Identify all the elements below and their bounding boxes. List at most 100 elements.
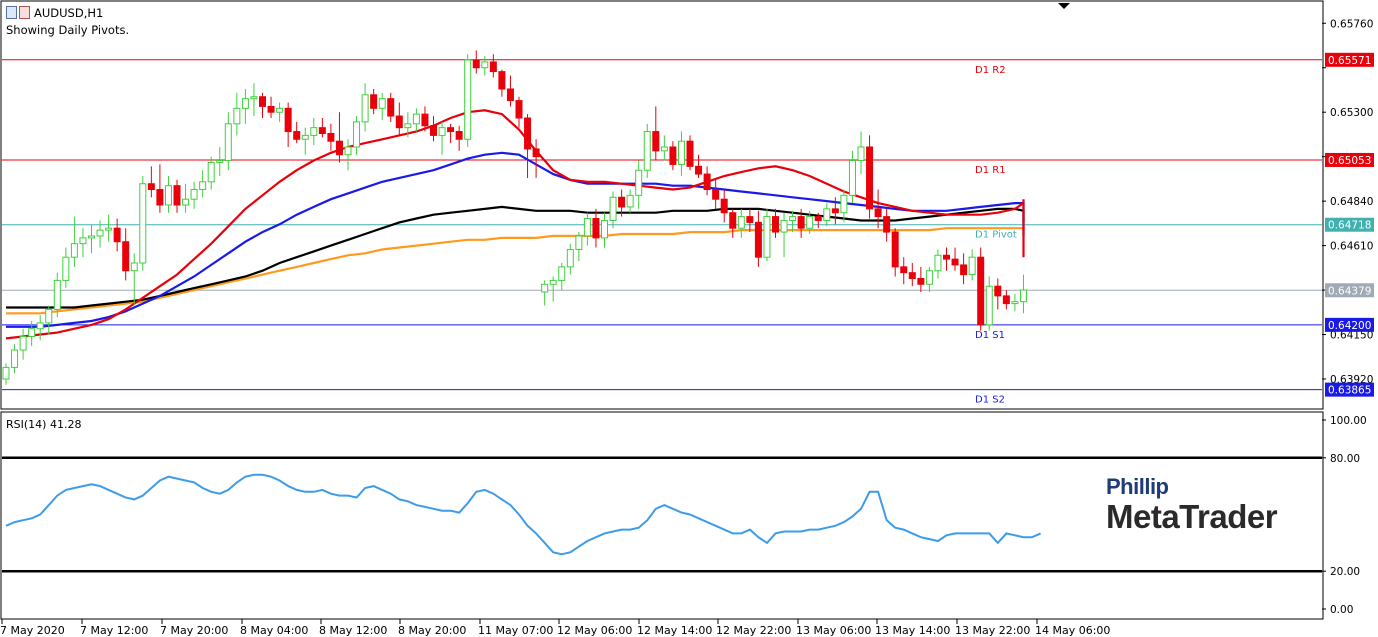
time-tick-label: 13 May 14:00 xyxy=(875,624,950,637)
candle xyxy=(370,89,378,115)
candle xyxy=(164,176,172,213)
candle xyxy=(335,112,343,163)
candle xyxy=(695,154,703,178)
candle xyxy=(891,228,899,277)
price-tick-label: 0.64840 xyxy=(1330,196,1373,208)
pivot-price-tag-label: 0.63865 xyxy=(1328,385,1371,397)
candle xyxy=(241,89,249,124)
candle xyxy=(139,176,147,271)
candle xyxy=(19,328,27,360)
candle xyxy=(447,123,455,144)
candle xyxy=(917,266,925,292)
candle xyxy=(216,147,224,176)
pivot-label: D1 Pivot xyxy=(975,230,1017,241)
rsi-level-label: 0.00 xyxy=(1330,604,1353,616)
ma-fast-line xyxy=(5,109,1025,340)
candle xyxy=(686,135,694,171)
time-tick-label: 7 May 12:00 xyxy=(80,624,148,637)
time-tick-label: 7 May 20:00 xyxy=(160,624,228,637)
candle xyxy=(378,92,386,120)
time-tick-label: 7 May 2020 xyxy=(0,624,65,637)
pivot-price-tag xyxy=(1325,217,1374,232)
candle xyxy=(438,121,446,155)
pivot-price-tag xyxy=(1325,52,1374,67)
candle xyxy=(182,183,190,213)
candle xyxy=(772,208,779,238)
symbol-label: AUDUSD,H1 xyxy=(34,5,104,20)
candle xyxy=(643,123,651,178)
price-tick-label: 0.64610 xyxy=(1330,241,1373,253)
price-panel[interactable] xyxy=(0,0,1324,410)
candle xyxy=(994,278,1002,310)
candle xyxy=(45,305,53,335)
candle xyxy=(831,197,839,225)
candle xyxy=(848,150,856,204)
chart-window-icon[interactable] xyxy=(6,6,30,19)
time-tick-label: 12 May 14:00 xyxy=(637,624,712,637)
pivot-label: D1 R1 xyxy=(975,165,1006,176)
price-axis: 0.657600.653000.648400.646100.641500.639… xyxy=(1322,18,1374,397)
candle xyxy=(823,203,831,227)
price-tick-label: 0.64150 xyxy=(1330,330,1373,342)
candle xyxy=(866,135,874,219)
candle xyxy=(737,208,745,238)
rsi-indicator: 100.00 80.00 20.00 0.00 xyxy=(2,415,1367,616)
rsi-label: RSI(14) 41.28 xyxy=(6,418,82,431)
candle xyxy=(797,208,805,238)
candle xyxy=(985,276,993,331)
price-tick-label: 0.65760 xyxy=(1330,18,1373,30)
candle xyxy=(960,253,968,285)
candle xyxy=(925,266,933,292)
candle xyxy=(79,228,87,258)
candle xyxy=(541,280,549,306)
candle xyxy=(404,112,412,138)
rsi-panel[interactable] xyxy=(0,411,1324,620)
candle xyxy=(754,210,762,267)
price-tick-label: 0.65300 xyxy=(1330,107,1373,119)
candle xyxy=(780,212,788,258)
time-tick-label: 12 May 22:00 xyxy=(716,624,791,637)
chart-shift-marker-icon[interactable] xyxy=(1058,3,1070,9)
candle xyxy=(327,123,335,151)
candle xyxy=(173,179,181,213)
candles xyxy=(2,50,1027,385)
candle xyxy=(977,247,985,331)
candle xyxy=(250,83,258,117)
candle xyxy=(635,160,643,209)
candle xyxy=(233,92,241,136)
candle xyxy=(729,208,737,238)
candle xyxy=(36,315,44,341)
candle xyxy=(789,210,797,233)
candle xyxy=(387,92,395,122)
candle xyxy=(626,189,634,213)
candle xyxy=(806,210,814,234)
broker-logo: Phillip MetaTrader xyxy=(1106,474,1278,536)
candle xyxy=(224,112,232,171)
candle xyxy=(943,247,950,271)
current-price-tag-label: 0.64379 xyxy=(1328,285,1371,297)
candle xyxy=(498,69,506,97)
candle xyxy=(1011,293,1019,312)
candle xyxy=(190,181,198,209)
candle xyxy=(934,249,942,279)
candle xyxy=(900,257,908,285)
pivot-info-label: Showing Daily Pivots. xyxy=(6,23,130,37)
pivot-label: D1 S1 xyxy=(975,330,1005,341)
chart-header: AUDUSD,H1 Showing Daily Pivots. xyxy=(6,4,129,37)
logo-line-2: MetaTrader xyxy=(1106,498,1278,535)
rsi-level-label: 80.00 xyxy=(1330,453,1360,465)
time-tick-label: 8 May 04:00 xyxy=(240,624,308,637)
candle xyxy=(421,106,429,132)
candle xyxy=(464,54,472,147)
candle xyxy=(276,102,284,122)
candle xyxy=(96,220,104,248)
time-tick-label: 14 May 06:00 xyxy=(1035,624,1110,637)
pivot-label: D1 R2 xyxy=(975,65,1006,76)
rsi-level-label: 100.00 xyxy=(1330,415,1367,427)
candle xyxy=(105,214,113,242)
pivot-price-tag-label: 0.64718 xyxy=(1328,220,1371,232)
candle xyxy=(207,156,215,190)
candle xyxy=(395,102,403,136)
candle xyxy=(660,135,668,161)
